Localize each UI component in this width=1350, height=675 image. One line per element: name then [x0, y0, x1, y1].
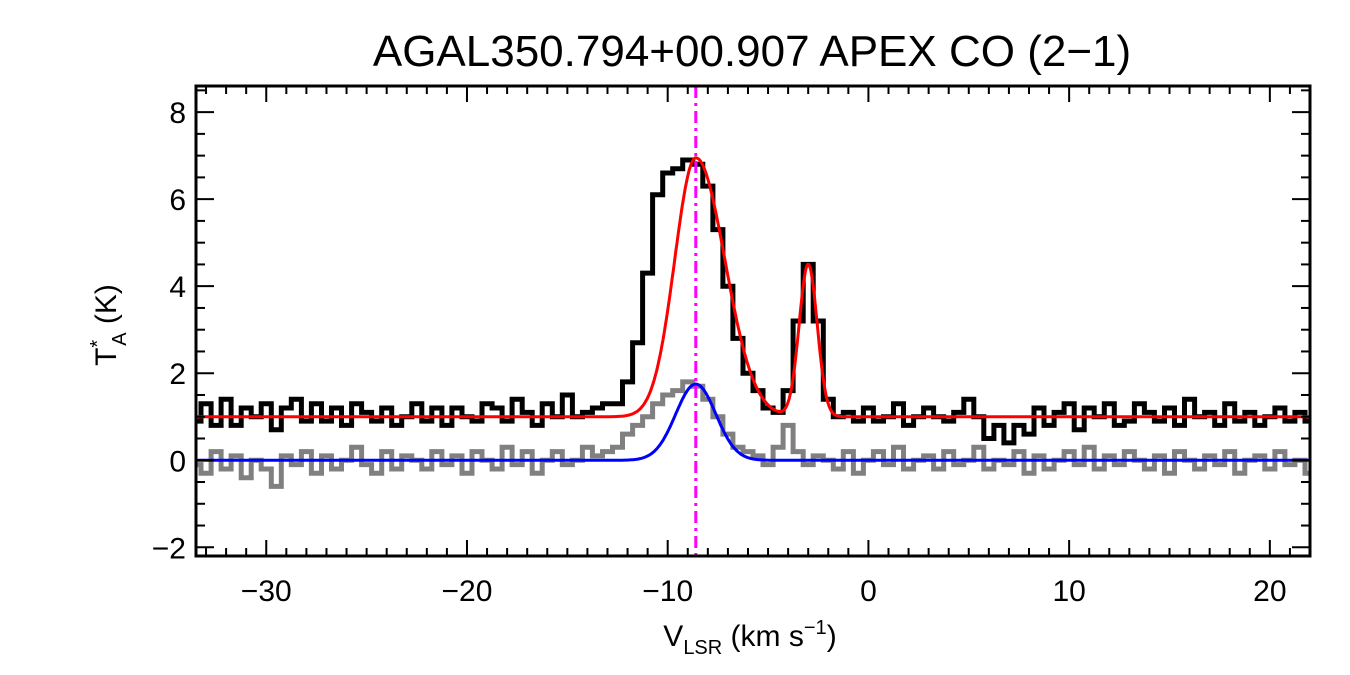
x-tick-label: −20	[442, 575, 493, 608]
series-2-fit	[196, 156, 1310, 419]
x-tick-label: −10	[642, 575, 693, 608]
x-axis-label: VLSR (km s−1)	[663, 617, 836, 659]
x-tick-label: 20	[1253, 575, 1286, 608]
y-tick-label: 0	[169, 445, 186, 478]
x-axis: −30 −20 −10 0 10 20	[205, 86, 1291, 608]
y-tick-label: 8	[169, 97, 186, 130]
y-tick-label: 4	[169, 271, 186, 304]
y-axis: −2 0 2 4 6 8	[152, 89, 1310, 565]
y-axis-label: T*A (K)	[87, 284, 131, 366]
series-3-fit	[196, 382, 1310, 462]
series-1-spectrum	[196, 379, 1310, 489]
plot-frame	[194, 84, 1312, 558]
y-tick-label: 6	[169, 184, 186, 217]
x-tick-label: −30	[241, 575, 292, 608]
x-tick-label: 0	[860, 575, 877, 608]
x-tick-label: 10	[1052, 575, 1085, 608]
series-0-spectrum	[196, 157, 1310, 446]
chart-title: AGAL350.794+00.907 APEX CO (2−1)	[373, 27, 1131, 76]
y-tick-label: 2	[169, 358, 186, 391]
y-tick-label: −2	[152, 532, 186, 565]
